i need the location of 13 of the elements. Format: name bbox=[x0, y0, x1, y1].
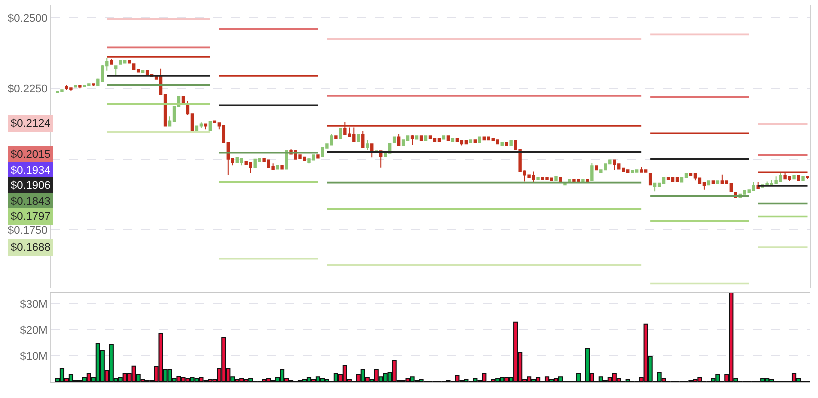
text: $0.1688 bbox=[11, 242, 51, 254]
text: $0.1843 bbox=[11, 196, 51, 208]
y-tick-label: $0.2500 bbox=[8, 12, 48, 25]
text: $0.1906 bbox=[11, 180, 51, 192]
y-tick-label: $10M bbox=[20, 350, 48, 363]
y-tick-label: $0.1750 bbox=[8, 224, 48, 237]
text: $0.2015 bbox=[11, 149, 51, 161]
text: $0.1934 bbox=[11, 165, 51, 177]
text: $0.1797 bbox=[11, 211, 51, 223]
y-tick-label: $0.2250 bbox=[8, 84, 48, 96]
y-tick-label: $30M bbox=[20, 299, 48, 312]
y-tick-label: $20M bbox=[20, 324, 48, 337]
text: $0.2124 bbox=[11, 118, 51, 130]
